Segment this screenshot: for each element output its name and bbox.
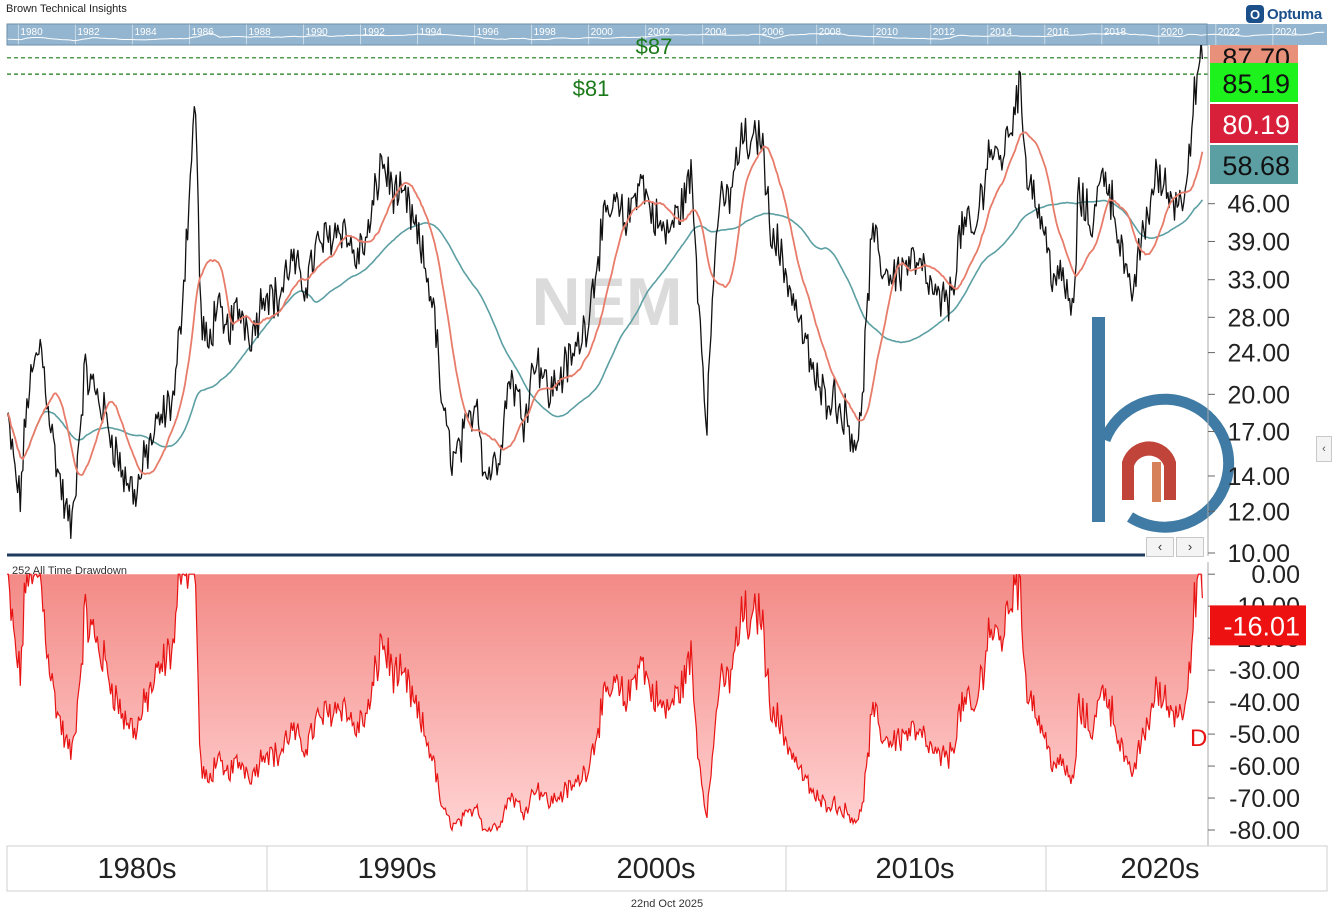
price-axis-label: 10.00 xyxy=(1227,540,1290,568)
footer-date: 22nd Oct 2025 xyxy=(630,898,704,910)
brand-name: Brown Technical Insights xyxy=(6,3,127,15)
scroll-right-button[interactable]: › xyxy=(1176,537,1204,557)
overview-year-labels: 1980 1982 1984 1986 1988 1990 1992 1994 1996 1998… xyxy=(17,24,1298,45)
overview-year: 1980 xyxy=(20,27,43,38)
drawdown-value-tag xyxy=(1210,605,1306,646)
overview-year: 1994 xyxy=(420,27,443,38)
decade-label: 2020s xyxy=(1120,853,1199,885)
overview-year: 2022 xyxy=(1218,27,1241,38)
overview-year: 1982 xyxy=(77,27,100,38)
price-axis-label: 24.00 xyxy=(1227,340,1290,368)
overview-year: 1984 xyxy=(134,27,157,38)
optuma-logo-icon: O xyxy=(1246,5,1264,23)
overview-year: 2008 xyxy=(819,27,842,38)
brand-logo-mark xyxy=(1092,317,1235,533)
price-axis-label: 17.00 xyxy=(1227,419,1290,447)
drawdown-axis-label: -80.00 xyxy=(1229,817,1300,845)
overview-year: 1988 xyxy=(248,27,271,38)
long-moving-average-line xyxy=(7,199,1204,461)
value-tag-label: 58.68 xyxy=(1222,151,1290,181)
resistance-label: $81 xyxy=(573,76,610,101)
value-tag-label: 80.19 xyxy=(1222,110,1290,140)
overview-year: 2006 xyxy=(762,27,785,38)
drawdown-axis-label: -70.00 xyxy=(1229,785,1300,813)
drawdown-panel-title: 252 All Time Drawdown xyxy=(12,565,127,577)
optuma-logo: O Optuma xyxy=(1246,3,1322,25)
overview-year: 2016 xyxy=(1047,27,1070,38)
decade-label: 1980s xyxy=(97,853,176,885)
price-line xyxy=(7,45,1204,539)
decade-label: 2010s xyxy=(875,853,954,885)
overview-year: 2010 xyxy=(876,27,899,38)
drawdown-axis-label: -60.00 xyxy=(1229,753,1300,781)
optuma-logo-text: Optuma xyxy=(1267,5,1322,23)
price-axis-label: 20.00 xyxy=(1227,381,1290,409)
drawdown-value-tags: -16.01 xyxy=(1210,605,1306,646)
drawdown-area xyxy=(7,574,1203,832)
overview-year: 2000 xyxy=(591,27,614,38)
scroll-left-button[interactable]: ‹ xyxy=(1146,537,1174,557)
overview-year: 2024 xyxy=(1275,27,1298,38)
price-axis: 10.00 12.00 14.00 17.00 20.00 24.00 28.00 33.00… xyxy=(1208,191,1290,568)
overview-year: 1998 xyxy=(534,27,557,38)
value-tag xyxy=(1210,145,1298,184)
overview-year: 2004 xyxy=(705,27,728,38)
overview-year: 2002 xyxy=(648,27,671,38)
side-panel-toggle[interactable]: ‹ xyxy=(1316,436,1332,462)
value-tag xyxy=(1210,104,1298,143)
overview-year: 1990 xyxy=(306,27,329,38)
watermark-title: NEM xyxy=(531,264,682,340)
drawdown-axis-label: -50.00 xyxy=(1229,721,1300,749)
price-axis-label: 28.00 xyxy=(1227,304,1290,332)
decade-label: 2000s xyxy=(616,853,695,885)
price-axis-label: 12.00 xyxy=(1227,498,1290,526)
overview-line xyxy=(4,31,1325,42)
overview-window[interactable] xyxy=(6,23,1208,46)
value-tag xyxy=(1210,63,1298,102)
drawdown-axis: 0.00-10.00-20.00-30.00-40.00-50.00-60.00… xyxy=(1208,561,1300,845)
price-axis-label: 33.00 xyxy=(1227,267,1290,295)
drawdown-axis-label: -30.00 xyxy=(1229,657,1300,685)
decade-axis xyxy=(6,845,1328,892)
value-tag xyxy=(1210,45,1298,63)
decade-labels: 1980s 1990s 2000s 2010s 2020s xyxy=(97,846,1200,891)
overview-year: 2020 xyxy=(1161,27,1184,38)
price-axis-label: 46.00 xyxy=(1227,191,1290,219)
overview-year: 2012 xyxy=(933,27,956,38)
overview-year: 1992 xyxy=(363,27,386,38)
value-tag-label: 85.19 xyxy=(1222,69,1290,99)
drawdown-line xyxy=(7,572,1203,833)
price-axis-label: 14.00 xyxy=(1227,463,1290,491)
overview-year: 1986 xyxy=(191,27,214,38)
resistance-label: $87 xyxy=(636,34,673,59)
drawdown-axis-label: -40.00 xyxy=(1229,689,1300,717)
overview-year: 2018 xyxy=(1104,27,1127,38)
drawdown-axis-label: 0.00 xyxy=(1251,561,1300,589)
overview-year: 1996 xyxy=(477,27,500,38)
drawdown-clipped-label: D xyxy=(1190,725,1207,752)
decade-label: 1990s xyxy=(357,853,436,885)
drawdown-value-tag-label: -16.01 xyxy=(1223,611,1300,641)
overview-year: 2014 xyxy=(990,27,1013,38)
price-axis-label: 39.00 xyxy=(1227,228,1290,256)
short-moving-average-line xyxy=(7,131,1204,476)
